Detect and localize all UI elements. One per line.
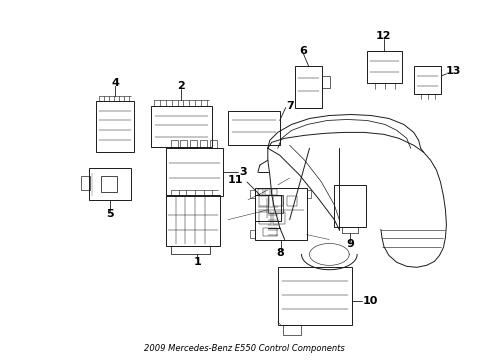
Bar xyxy=(282,325,300,335)
Bar xyxy=(413,66,441,94)
Bar xyxy=(277,267,351,325)
Bar xyxy=(264,189,269,195)
Bar xyxy=(306,190,311,198)
Bar xyxy=(165,195,220,247)
Bar xyxy=(257,189,263,195)
Text: 6: 6 xyxy=(299,46,307,56)
Text: 13: 13 xyxy=(445,66,460,76)
Text: 3: 3 xyxy=(239,167,246,177)
Text: 9: 9 xyxy=(346,239,353,249)
Bar xyxy=(180,140,187,148)
Text: 4: 4 xyxy=(111,78,119,88)
Bar xyxy=(334,185,366,227)
Bar xyxy=(294,66,322,108)
Bar xyxy=(210,140,217,148)
Bar xyxy=(170,247,210,255)
Bar xyxy=(200,140,207,148)
Bar xyxy=(272,212,284,224)
Bar xyxy=(170,140,177,148)
Text: 1: 1 xyxy=(193,257,201,267)
Bar xyxy=(258,212,270,224)
Bar xyxy=(190,140,197,148)
Bar xyxy=(249,190,254,198)
Bar xyxy=(89,168,131,200)
Bar xyxy=(150,105,212,147)
Bar xyxy=(258,196,268,206)
Text: 7: 7 xyxy=(285,100,293,111)
Bar xyxy=(254,188,306,239)
Bar xyxy=(101,176,117,192)
Text: 2: 2 xyxy=(177,81,185,91)
Bar xyxy=(271,189,276,195)
Bar xyxy=(286,196,296,206)
Text: 8: 8 xyxy=(276,248,284,258)
Bar xyxy=(249,230,254,238)
Text: 2009 Mercedes-Benz E550 Control Components: 2009 Mercedes-Benz E550 Control Componen… xyxy=(143,344,344,353)
Text: 12: 12 xyxy=(375,31,391,41)
Bar xyxy=(96,100,134,152)
Bar xyxy=(228,111,279,145)
Bar xyxy=(322,76,330,88)
Text: 5: 5 xyxy=(106,209,114,219)
Text: 10: 10 xyxy=(362,296,377,306)
Bar xyxy=(366,51,401,83)
Bar xyxy=(81,176,90,190)
Bar xyxy=(263,228,276,235)
Bar xyxy=(272,196,282,206)
Bar xyxy=(165,148,223,196)
Bar xyxy=(267,195,282,213)
Bar xyxy=(254,195,280,221)
Text: 11: 11 xyxy=(227,175,243,185)
